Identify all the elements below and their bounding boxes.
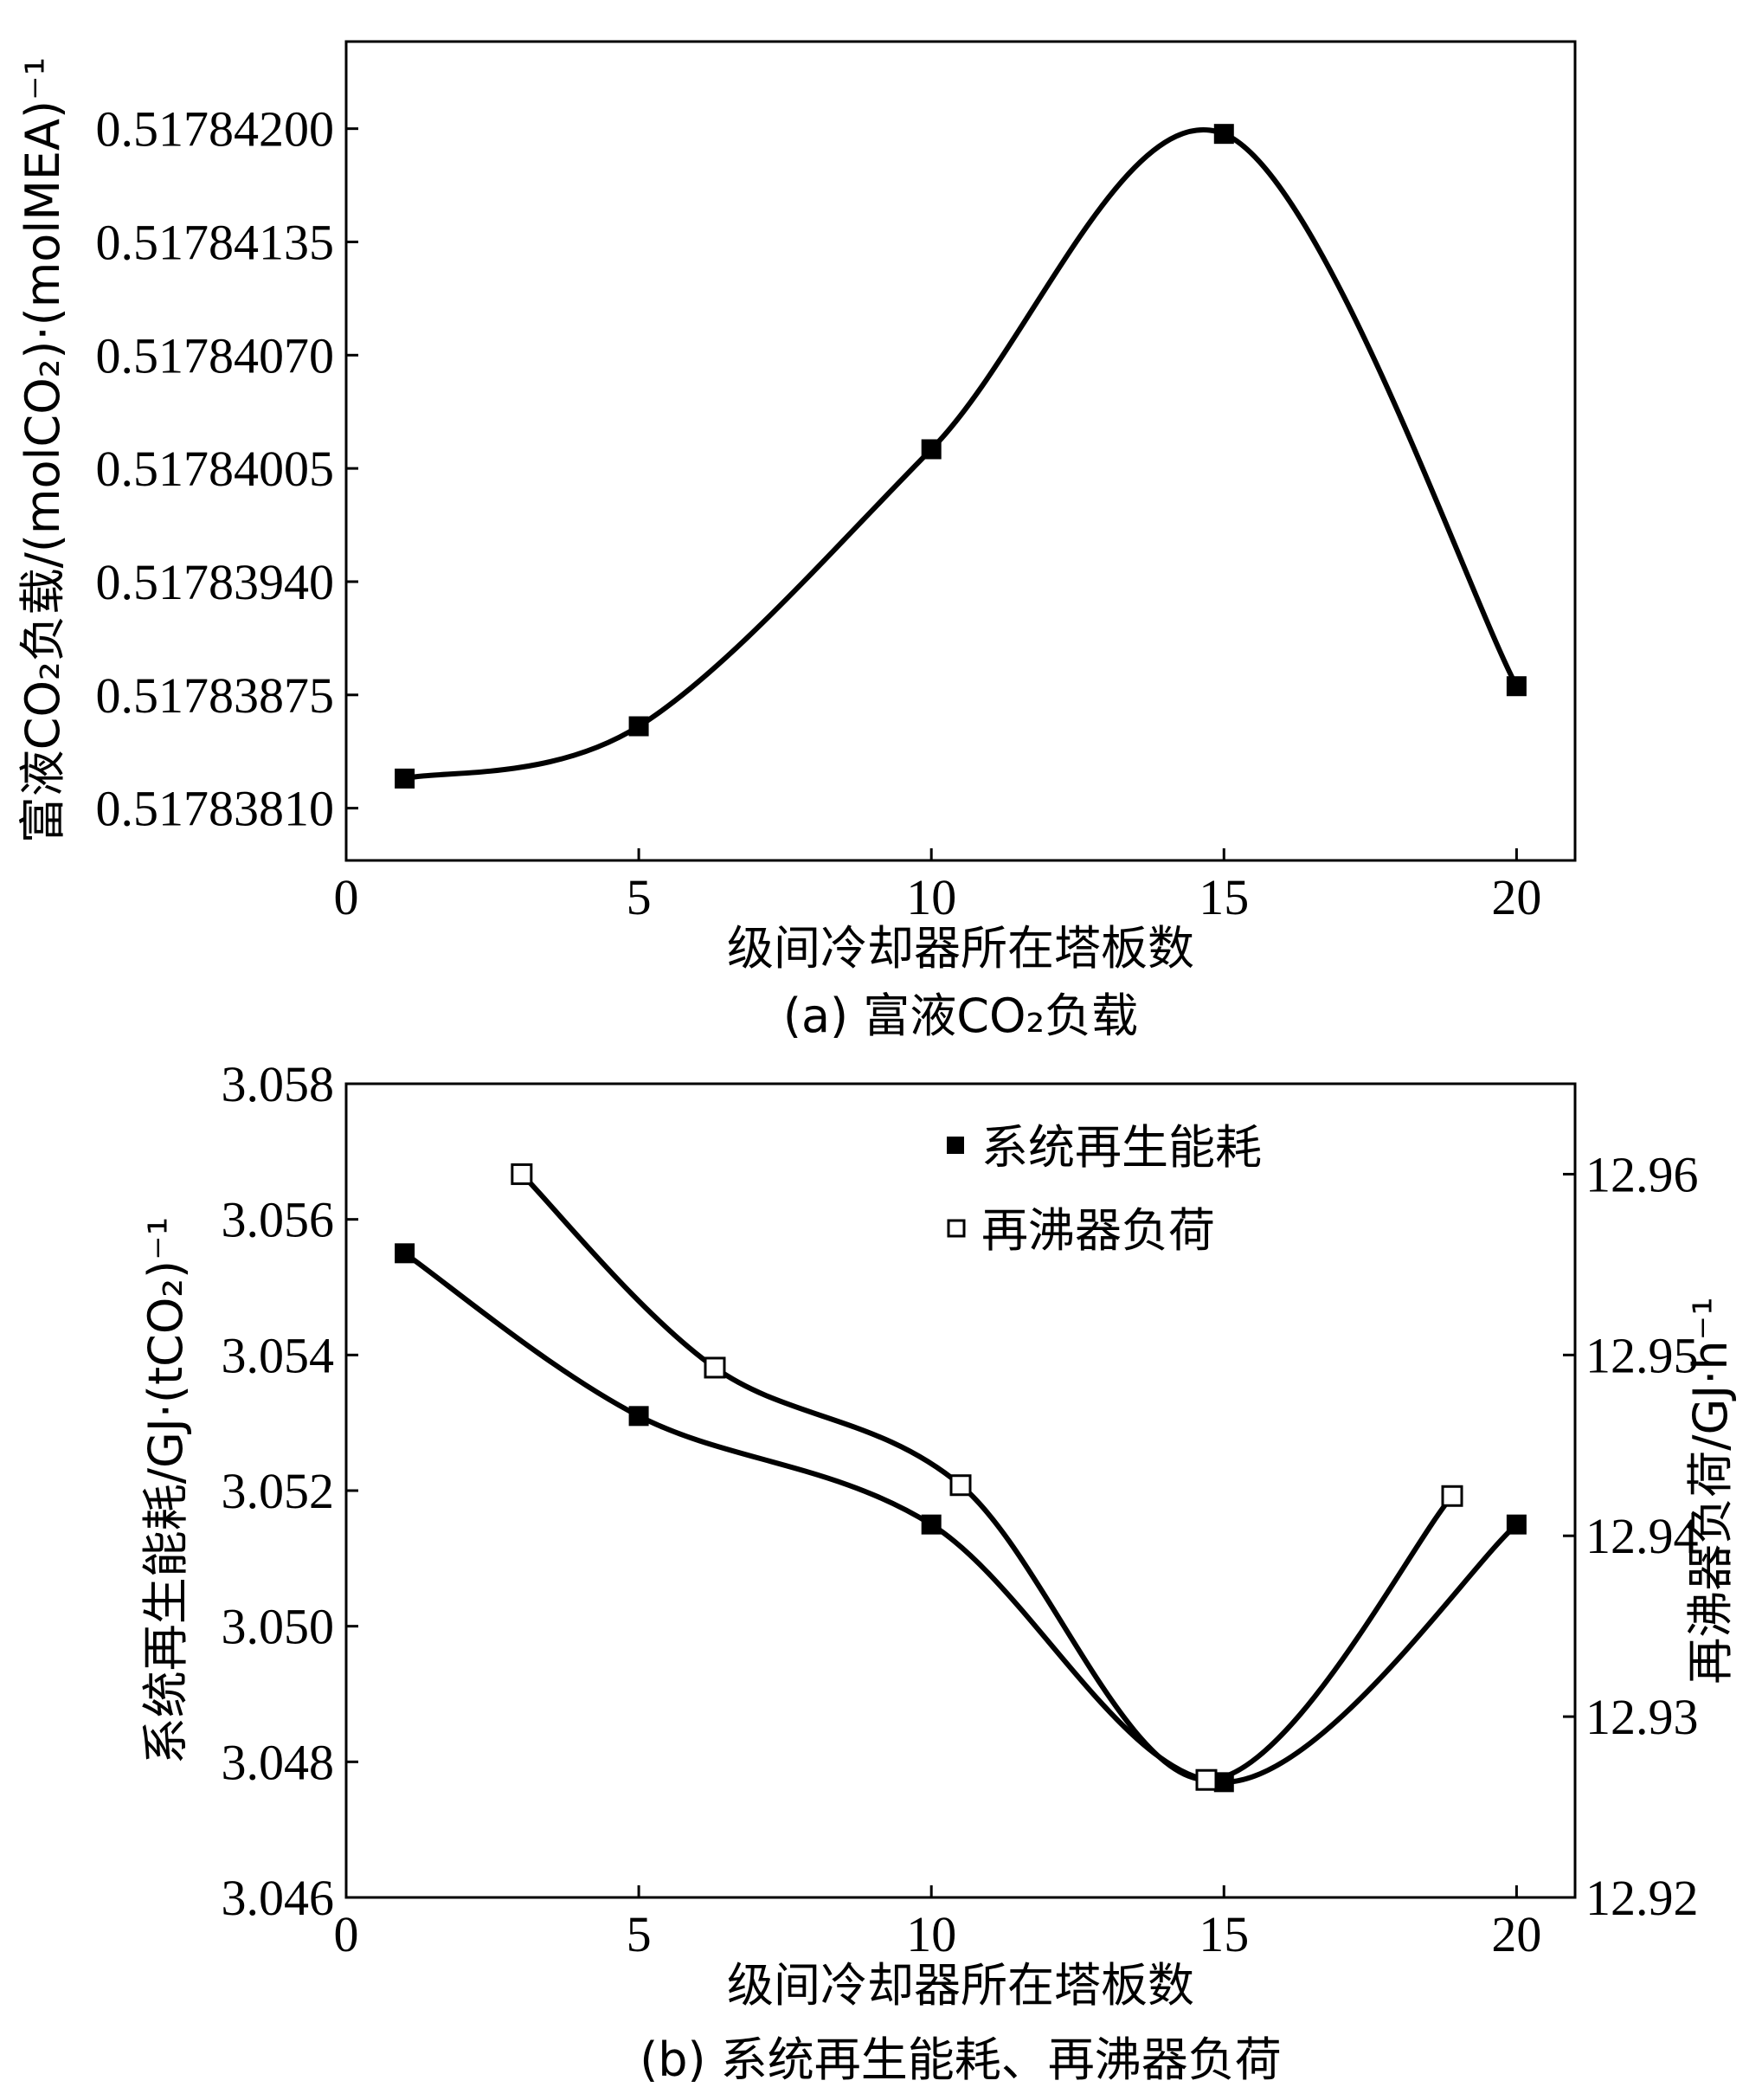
y-tick-label: 0.51784200 — [96, 101, 335, 158]
x-tick-label: 15 — [1199, 869, 1249, 925]
x-tick-label: 5 — [627, 869, 652, 925]
chart-b-legend: 系统再生能耗 再沸器负荷 — [947, 1120, 1262, 1258]
chart-b-x-axis-title: 级间冷却器所在塔板数 — [727, 1958, 1194, 2013]
data-point-marker — [921, 439, 942, 460]
y-right-tick-label: 12.93 — [1585, 1689, 1699, 1745]
y-right-tick-label: 12.96 — [1585, 1146, 1699, 1202]
y-tick-label: 3.058 — [222, 1056, 335, 1112]
chart-a-ticks: 0 5 10 15 20 0.51783810 0.51783875 0.51783940 0.… — [96, 101, 1542, 925]
x-tick-label: 5 — [627, 1906, 652, 1962]
chart-a-caption: (a) 富液CO₂负载 — [783, 989, 1138, 1043]
data-point-marker — [704, 1356, 726, 1379]
chart-a-y-axis-title: 富液CO₂负载/(molCO₂)·(molMEA)⁻¹ — [16, 57, 70, 843]
legend-marker-filled-square — [947, 1137, 964, 1154]
chart-a-markers — [395, 124, 1527, 789]
data-point-marker — [949, 1474, 972, 1497]
y-right-tick-label: 12.94 — [1585, 1508, 1699, 1564]
data-point-marker — [511, 1163, 533, 1185]
y-tick-label: 0.51784070 — [96, 327, 335, 383]
y-right-tick-label: 12.92 — [1585, 1870, 1699, 1926]
chart-a-series-line — [403, 127, 1520, 782]
data-point-marker — [1213, 1772, 1234, 1793]
y-tick-label: 0.51783940 — [96, 554, 335, 610]
data-point-marker — [1441, 1485, 1463, 1507]
data-point-marker — [628, 1406, 649, 1427]
y-tick-label: 3.056 — [222, 1192, 335, 1248]
chart-a-plot-frame — [344, 40, 1577, 862]
chart-b-ticks: 0 5 10 15 20 3.046 3.048 3.050 3.052 3.054 3.056 3.… — [222, 1056, 1699, 1962]
chart-b-caption: (b) 系统再生能耗、再沸器负荷 — [640, 2032, 1282, 2087]
y-tick-label: 3.046 — [222, 1870, 335, 1926]
y-tick-label: 0.51783875 — [96, 667, 335, 724]
chart-b-series-line-reboiler — [519, 1172, 1455, 1783]
data-point-marker — [921, 1514, 942, 1535]
chart-b-y-axis-title-right: 再沸器负荷/GJ·h⁻¹ — [1683, 1297, 1738, 1685]
x-tick-label: 20 — [1491, 869, 1541, 925]
legend-marker-open-square — [947, 1219, 966, 1238]
x-tick-label: 20 — [1491, 1906, 1541, 1962]
y-tick-label: 0.51784135 — [96, 214, 335, 270]
y-tick-label: 0.51783810 — [96, 781, 335, 837]
y-tick-label: 0.51784005 — [96, 441, 335, 497]
chart-b-markers — [395, 1163, 1527, 1793]
data-point-marker — [1195, 1768, 1218, 1791]
x-tick-label: 0 — [334, 869, 359, 925]
x-tick-label: 15 — [1199, 1906, 1249, 1962]
chart-b-series-line-energy — [402, 1251, 1519, 1785]
legend-label-reboiler: 再沸器负荷 — [981, 1203, 1215, 1258]
data-point-marker — [395, 1243, 415, 1264]
y-tick-label: 3.052 — [222, 1463, 335, 1519]
data-point-marker — [395, 768, 415, 789]
y-tick-label: 3.048 — [222, 1734, 335, 1790]
data-point-marker — [628, 716, 649, 737]
x-tick-label: 10 — [906, 1906, 956, 1962]
data-point-marker — [1213, 124, 1234, 145]
y-tick-label: 3.050 — [222, 1599, 335, 1655]
chart-a-x-axis-title: 级间冷却器所在塔板数 — [727, 921, 1194, 976]
chart-b-y-axis-title-left: 系统再生能耗/GJ·(tCO₂)⁻¹ — [138, 1217, 193, 1764]
y-right-tick-label: 12.95 — [1585, 1327, 1699, 1383]
legend-label-energy: 系统再生能耗 — [981, 1120, 1262, 1175]
data-point-marker — [1506, 1514, 1527, 1535]
chart-a: 0 5 10 15 20 0.51783810 0.51783875 0.51783940 0.… — [16, 40, 1577, 1043]
x-tick-label: 0 — [334, 1906, 359, 1962]
chart-b: 0 5 10 15 20 3.046 3.048 3.050 3.052 3.054 3.056 3.… — [138, 1056, 1738, 2087]
y-tick-label: 3.054 — [222, 1327, 335, 1383]
data-point-marker — [1506, 676, 1527, 697]
x-tick-label: 10 — [906, 869, 956, 925]
